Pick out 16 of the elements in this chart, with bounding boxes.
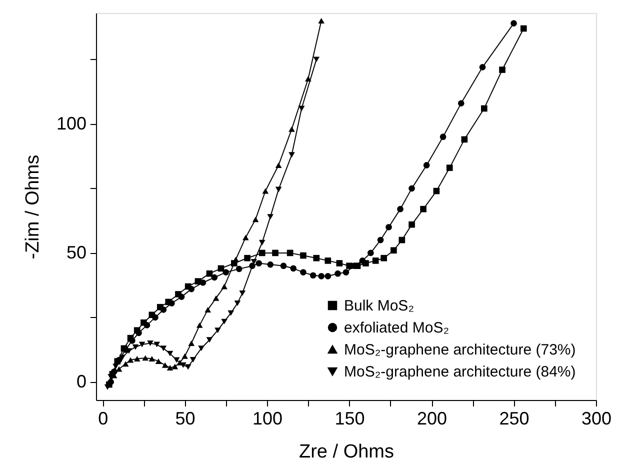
x-tick-label: 200 [417,408,448,428]
x-tick-label: 100 [252,408,283,428]
y-tick-label: 50 [66,242,86,262]
x-tick-label: 300 [581,408,612,428]
x-tick-label: 250 [499,408,530,428]
x-axis-title: Zre / Ohms [298,442,394,462]
legend-label: Bulk MoS₂ [344,298,414,314]
x-tick-label: 0 [98,408,108,428]
legend-label: MoS₂-graphene architecture (84%) [344,364,576,380]
x-tick-label: 150 [334,408,365,428]
y-axis-title: -Zim / Ohms [22,154,44,260]
legend-label: exfoliated MoS₂ [344,320,450,336]
y-tick-label: 0 [76,371,86,392]
legend-label: MoS₂-graphene architecture (73%) [344,342,576,358]
y-tick-label: 100 [56,113,86,134]
x-tick-label: 50 [175,408,196,428]
